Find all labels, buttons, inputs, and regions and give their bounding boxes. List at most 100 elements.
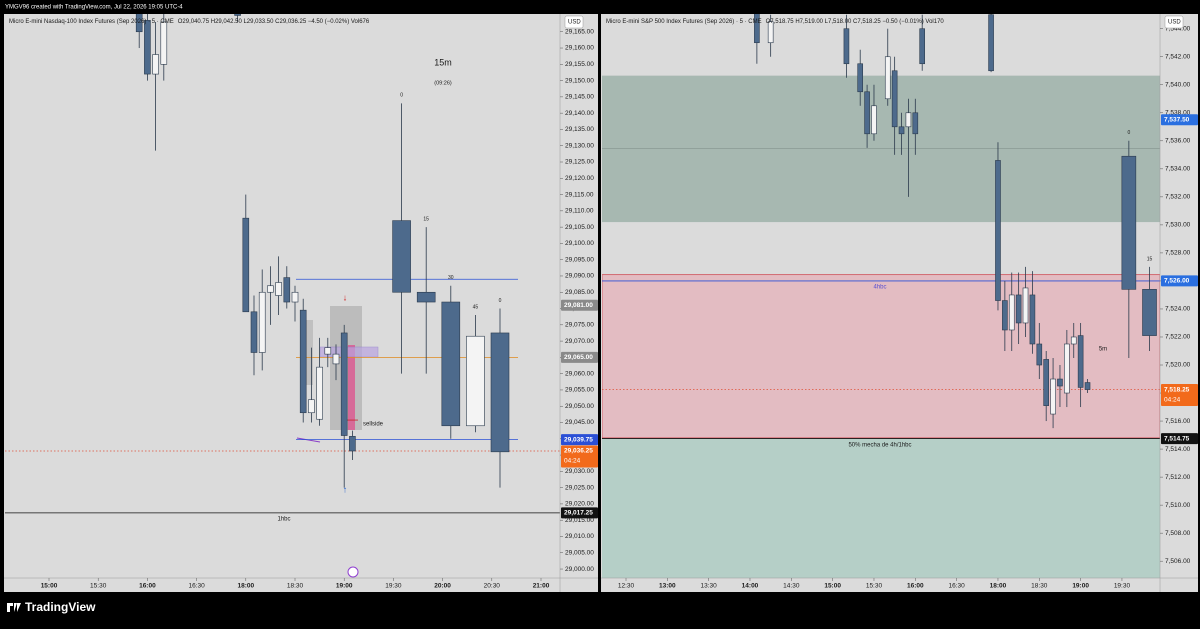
- y-tick-label: 7,516.00: [1165, 418, 1191, 425]
- x-tick-label: 14:00: [742, 583, 759, 590]
- candle-body: [843, 28, 850, 65]
- x-tick-label: 16:00: [907, 583, 924, 590]
- candle-body: [1057, 378, 1063, 387]
- candle-body: [1142, 289, 1157, 336]
- candle-body: [1070, 336, 1077, 345]
- plot: 0 15 30 45 0: [5, 14, 560, 514]
- annotation: 5m: [1099, 347, 1107, 353]
- y-tick-label: 7,532.00: [1165, 194, 1191, 201]
- y-tick-label: 29,000.00: [565, 566, 594, 573]
- candle-body: [1008, 294, 1015, 331]
- y-tick-label: 29,155.00: [565, 61, 594, 68]
- price-tag-label: 29,039.75: [564, 436, 593, 443]
- candle-body: [891, 70, 898, 128]
- y-tick-label: 7,538.00: [1165, 110, 1191, 117]
- price-tag: [561, 299, 598, 311]
- x-tick-label: 13:30: [701, 583, 718, 590]
- price-tag-label: 29,065.00: [564, 354, 593, 361]
- y-tick-label: 7,534.00: [1165, 166, 1191, 173]
- y-tick-label: 29,085.00: [565, 289, 594, 296]
- currency-box[interactable]: [1164, 15, 1184, 29]
- candle-body: [144, 20, 151, 75]
- candle-body: [267, 285, 274, 293]
- y-tick-label: 29,020.00: [565, 501, 594, 508]
- candle-body: [324, 347, 332, 355]
- htf-label: 15: [1147, 256, 1153, 262]
- candle-body: [291, 291, 299, 303]
- price-countdown: 04:24: [564, 458, 581, 465]
- y-tick-label: 7,514.00: [1165, 446, 1191, 453]
- candle-body: [988, 14, 994, 72]
- y-tick-label: 29,160.00: [565, 45, 594, 52]
- x-tick-label: 12:30: [618, 583, 635, 590]
- header-text: YMGV96 created with TradingView.com, Jul…: [5, 5, 183, 11]
- x-tick-label: 14:30: [783, 583, 800, 590]
- candle-body: [466, 335, 485, 427]
- x-tick-label: 13:00: [659, 583, 676, 590]
- htf-label: 45: [473, 304, 479, 310]
- y-tick-label: 29,075.00: [565, 322, 594, 329]
- candle-body: [1077, 335, 1084, 388]
- candle-body: [864, 91, 870, 135]
- candle-body: [857, 63, 864, 93]
- x-tick-label: 15:30: [90, 583, 107, 590]
- price-tag: [561, 507, 598, 519]
- price-tag: [1161, 384, 1198, 407]
- zone: [602, 438, 1160, 578]
- y-tick-label: 29,045.00: [565, 419, 594, 426]
- legend: Micro E-mini Nasdaq-100 Index Futures (S…: [9, 19, 370, 25]
- candle-body: [441, 301, 461, 427]
- y-tick-label: 7,512.00: [1165, 474, 1191, 481]
- candle-body: [299, 309, 307, 414]
- candle-body: [754, 14, 760, 44]
- y-tick-label: 7,510.00: [1165, 502, 1191, 509]
- y-tick-label: 29,165.00: [565, 28, 594, 35]
- price-tag-label: 7,537.50: [1164, 117, 1190, 124]
- candle-body: [1050, 378, 1056, 415]
- price-tag-label: 7,526.00: [1164, 278, 1190, 285]
- candle-body: [898, 126, 905, 135]
- y-tick-label: 29,005.00: [565, 549, 594, 556]
- logo: [7, 603, 21, 612]
- candle-body: [152, 54, 159, 75]
- y-tick-label: 29,055.00: [565, 387, 594, 394]
- y-tick-label: 29,095.00: [565, 256, 594, 263]
- price-tag: [1161, 114, 1198, 126]
- candle-body: [340, 332, 348, 436]
- price-tag: [1161, 275, 1198, 287]
- left-panel: [4, 14, 598, 592]
- candle-body: [912, 112, 919, 135]
- zone: [602, 274, 1160, 439]
- htf-label: 0: [400, 93, 403, 99]
- alert-icon[interactable]: [347, 566, 359, 578]
- annotation: 1hbc: [277, 517, 290, 523]
- legend: Micro E-mini S&P 500 Index Futures (Sep …: [606, 19, 944, 25]
- y-tick-label: 7,522.00: [1165, 334, 1191, 341]
- htf-countdown: (09:26): [434, 80, 452, 86]
- candle-body: [416, 291, 436, 303]
- candle-body: [1084, 382, 1091, 390]
- y-tick-label: 29,140.00: [565, 110, 594, 117]
- x-tick-label: 15:00: [41, 583, 58, 590]
- plot: 0 15: [602, 14, 1160, 578]
- currency-box[interactable]: [564, 15, 584, 29]
- x-tick-label: 18:00: [990, 583, 1007, 590]
- annotation: 4hbc: [873, 285, 886, 291]
- currency: USD: [568, 20, 581, 26]
- y-tick-label: 7,528.00: [1165, 250, 1191, 257]
- legend-title: Micro E-mini Nasdaq-100 Index Futures (S…: [9, 19, 174, 25]
- shade-box: [305, 320, 313, 385]
- htf-label: 15: [423, 216, 429, 222]
- x-tick-label: 19:00: [336, 583, 353, 590]
- x-tick-label: 18:00: [237, 583, 254, 590]
- y-tick-label: 29,150.00: [565, 77, 594, 84]
- y-tick-label: 7,520.00: [1165, 362, 1191, 369]
- candle-body: [349, 436, 356, 452]
- y-tick-label: 29,120.00: [565, 175, 594, 182]
- currency: USD: [1168, 20, 1181, 26]
- y-tick-label: 7,542.00: [1165, 53, 1191, 60]
- price-tag-label: 7,514.75: [1164, 435, 1190, 442]
- x-tick-label: 20:00: [434, 583, 451, 590]
- candle-body: [332, 353, 340, 365]
